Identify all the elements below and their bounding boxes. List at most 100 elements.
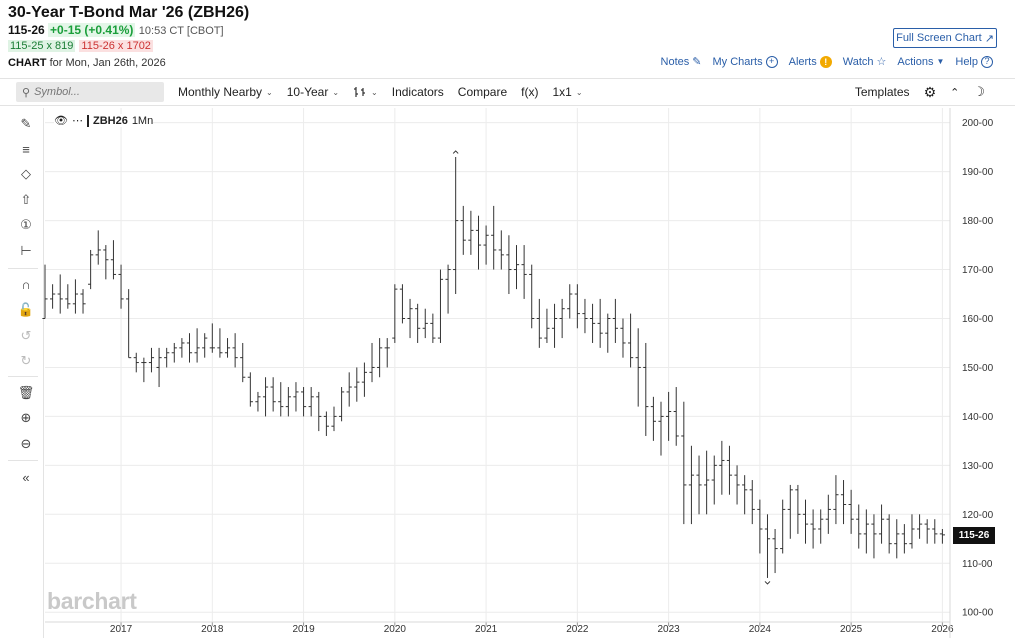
ohlc-bar: [437, 269, 444, 343]
notes-link[interactable]: Notes ✎: [661, 55, 702, 69]
y-tick-label: 150-00: [962, 363, 994, 374]
full-screen-chart-button[interactable]: Full Screen Chart ↗: [893, 28, 997, 48]
arrow-icon[interactable]: ⇧: [20, 192, 32, 207]
ohlc-bar: [666, 391, 672, 441]
last-price: 115-26: [8, 23, 45, 37]
fx-button[interactable]: f(x): [521, 85, 538, 99]
toolbar-right: Templates ⚙ ⌃ ☽: [855, 84, 985, 101]
ohlc-bar: [567, 284, 573, 319]
ohlc-bar: [361, 362, 368, 397]
sidebar-divider: [8, 460, 38, 461]
ohlc-bar: [878, 504, 885, 544]
ohlc-bar: [133, 352, 139, 373]
ohlc-bar: [863, 509, 869, 554]
ohlc-bar: [802, 499, 809, 544]
chart-date-text: for Mon, Jan 26th, 2026: [49, 57, 166, 69]
measure-icon[interactable]: ⊢: [20, 243, 32, 258]
x-tick-label: 2020: [384, 624, 407, 635]
redo-icon[interactable]: ↻: [20, 353, 32, 368]
ohlc-bar: [757, 499, 763, 554]
ohlc-bar: [848, 489, 854, 534]
undo-icon[interactable]: ↺: [20, 328, 32, 343]
help-link[interactable]: Help?: [955, 55, 993, 68]
compare-button[interactable]: Compare: [458, 85, 507, 99]
shape-icon[interactable]: ◇: [21, 166, 31, 181]
ohlc-bar: [932, 519, 938, 544]
chevron-up-icon[interactable]: ⌃: [950, 86, 960, 99]
layout-dropdown[interactable]: 1x1 ⌄: [552, 85, 582, 99]
ohlc-bar: [331, 406, 337, 432]
my-charts-link[interactable]: My Charts +: [712, 55, 778, 68]
ohlc-bar: [194, 328, 200, 363]
ohlc-bar: [704, 450, 710, 515]
fx-label: f(x): [521, 85, 539, 99]
actions-label: Actions: [897, 55, 934, 68]
ohlc-bar: [688, 445, 695, 525]
indicators-label: Indicators: [391, 85, 444, 99]
compare-label: Compare: [457, 85, 508, 99]
ask-quote: 115-26 x 1702: [79, 40, 153, 52]
ohlc-bar: [88, 249, 94, 290]
x-tick-label: 2026: [931, 624, 954, 635]
ohlc-bar: [894, 519, 900, 559]
fib-icon[interactable]: ≡: [22, 141, 30, 157]
price-change: +0-15 (+0.41%): [48, 23, 136, 37]
gear-icon[interactable]: ⚙: [923, 83, 937, 100]
actions-link[interactable]: Actions ▼: [897, 55, 944, 68]
barchart-logo: barchart: [47, 588, 137, 614]
annotation-icon[interactable]: ①: [20, 217, 32, 232]
ohlc-bar: [605, 313, 611, 353]
pencil-line-icon[interactable]: ✎: [20, 116, 32, 131]
ohlc-bar: [582, 298, 588, 334]
y-tick-label: 200-00: [962, 118, 994, 129]
ohlc-bar: [901, 524, 907, 554]
ohlc-bar: [825, 494, 831, 534]
ohlc-bar: [635, 328, 641, 407]
indicators-button[interactable]: Indicators: [392, 85, 444, 99]
bar-chart-type-icon: [354, 87, 366, 97]
ohlc-bar: [354, 367, 360, 402]
ohlc-bar: [95, 230, 101, 265]
period-dropdown[interactable]: Monthly Nearby ⌄: [178, 85, 273, 99]
moon-icon[interactable]: ☽: [973, 84, 985, 99]
ohlc-bar: [255, 391, 261, 412]
more-icon[interactable]: ⋯: [71, 115, 83, 127]
ohlc-bar: [262, 377, 269, 417]
chart-type-dropdown[interactable]: ⌄: [353, 86, 378, 98]
pencil-icon: ✎: [692, 56, 702, 68]
y-tick-label: 110-00: [962, 559, 993, 570]
collapse-icon[interactable]: «: [22, 469, 30, 485]
templates-button[interactable]: Templates: [854, 85, 910, 99]
ohlc-bar: [521, 245, 527, 299]
help-label: Help: [955, 55, 978, 68]
quote-line: 115-26 +0-15 (+0.41%) 10:53 CT [CBOT]: [8, 23, 224, 37]
zoom-out-icon[interactable]: ⊖: [20, 436, 32, 451]
ohlc-bar: [544, 308, 550, 343]
watch-link[interactable]: Watch ☆: [843, 55, 887, 69]
period-label: Monthly Nearby: [178, 85, 263, 99]
ohlc-bar: [772, 528, 778, 574]
unlock-icon[interactable]: 🔓: [17, 302, 35, 317]
ohlc-bar: [551, 303, 558, 348]
ohlc-bar: [156, 347, 162, 388]
range-dropdown[interactable]: 10-Year ⌄: [287, 85, 339, 99]
ohlc-bar: [475, 215, 482, 270]
page-title: 30-Year T-Bond Mar '26 (ZBH26): [8, 4, 250, 21]
ohlc-bar: [491, 205, 497, 270]
ohlc-bar: [764, 514, 771, 578]
zoom-in-icon[interactable]: ⊕: [20, 410, 32, 425]
ohlc-bar: [377, 338, 383, 378]
ohlc-bar: [597, 298, 603, 348]
ohlc-bar: [612, 298, 618, 343]
x-tick-label: 2018: [201, 624, 224, 635]
ohlc-bar: [780, 499, 786, 554]
trash-icon[interactable]: 🗑: [17, 385, 35, 400]
alerts-link[interactable]: Alerts!: [789, 55, 832, 68]
symbol-search-input[interactable]: [34, 86, 145, 98]
ohlc-bar: [650, 396, 657, 441]
magnet-icon[interactable]: ∩: [21, 276, 31, 292]
ohlc-bar: [171, 342, 177, 363]
eye-icon[interactable]: 👁: [54, 115, 68, 127]
symbol-search[interactable]: ⚲: [16, 82, 164, 102]
